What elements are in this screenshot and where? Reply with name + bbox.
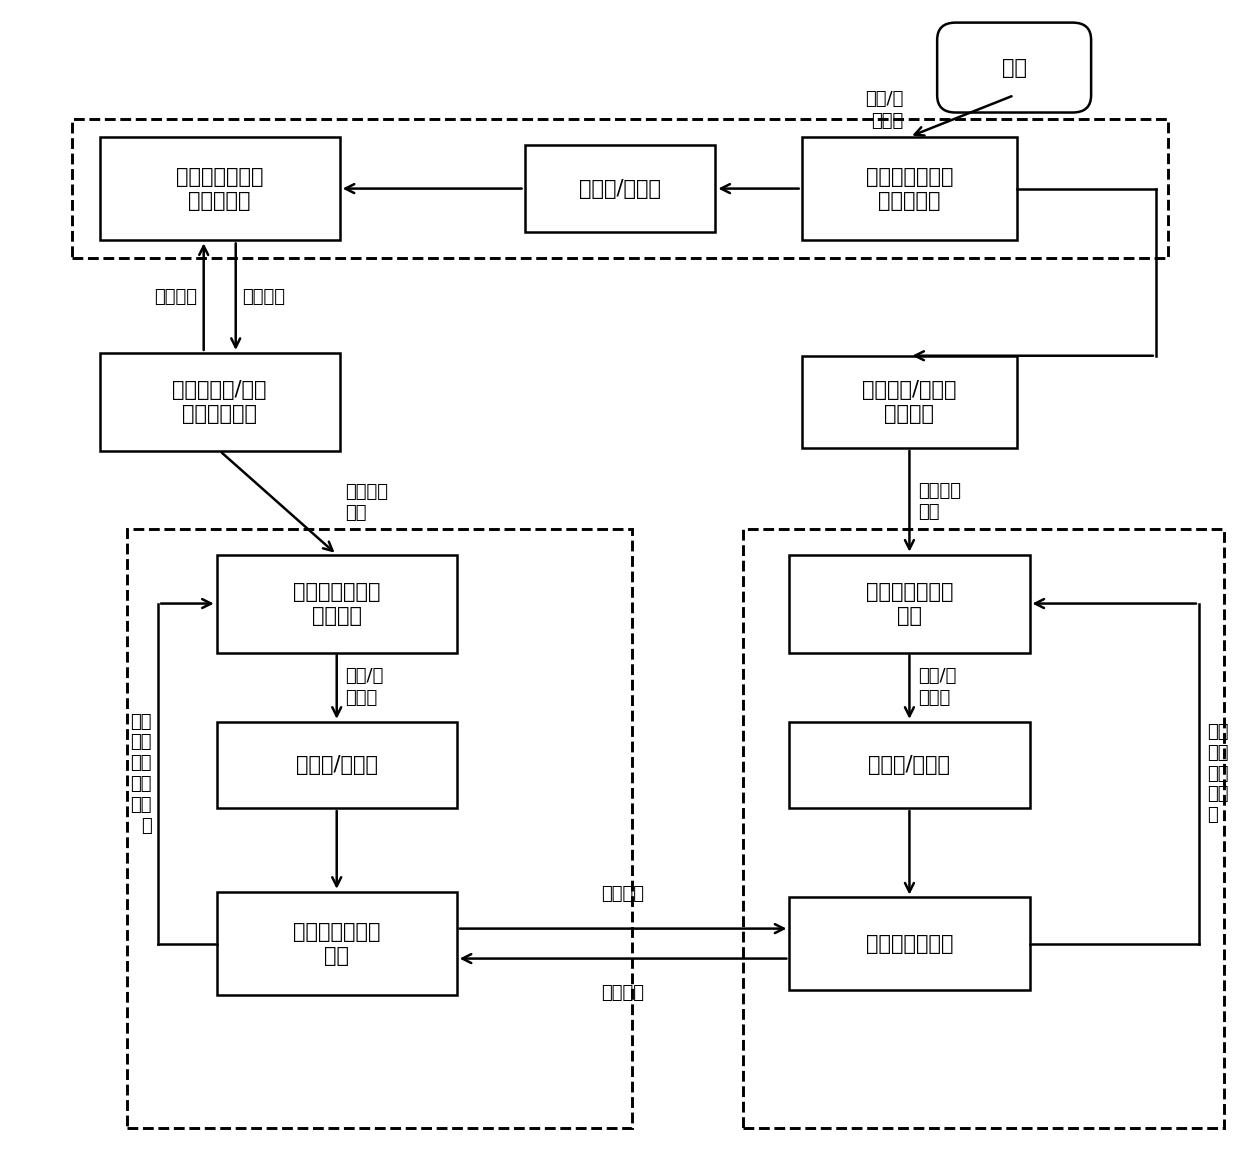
- Text: 通信层交互接口
功能: 通信层交互接口 功能: [866, 582, 954, 626]
- Text: 二次设备/通信层
交互接口: 二次设备/通信层 交互接口: [862, 380, 957, 424]
- FancyBboxPatch shape: [217, 555, 456, 652]
- FancyBboxPatch shape: [99, 353, 340, 450]
- Text: 电力信息物理系
统分析计算: 电力信息物理系 统分析计算: [176, 166, 263, 210]
- FancyBboxPatch shape: [217, 892, 456, 995]
- FancyBboxPatch shape: [802, 355, 1017, 448]
- Text: 电力信息物理系
统分析需求: 电力信息物理系 统分析需求: [866, 166, 954, 210]
- Text: 通信层分析计算: 通信层分析计算: [866, 933, 954, 953]
- Text: 服务需求: 服务需求: [242, 288, 285, 305]
- Text: 二次
设备
层分
析计
算结
果: 二次 设备 层分 析计 算结 果: [130, 713, 153, 835]
- Text: 服务响应: 服务响应: [601, 983, 645, 1002]
- FancyBboxPatch shape: [937, 22, 1091, 113]
- Text: 物理、信息/二次
设备交互接口: 物理、信息/二次 设备交互接口: [172, 380, 267, 424]
- Text: 通信
层分
析计
算结
果: 通信 层分 析计 算结 果: [1208, 723, 1229, 824]
- FancyBboxPatch shape: [802, 137, 1017, 240]
- FancyBboxPatch shape: [217, 722, 456, 808]
- Text: 算法/模
型选择: 算法/模 型选择: [918, 668, 956, 707]
- Text: 关联关系
映射: 关联关系 映射: [345, 483, 388, 522]
- Text: 关联关系
映射: 关联关系 映射: [918, 482, 961, 521]
- Text: 开始: 开始: [1002, 58, 1027, 78]
- Text: 二次设备层交互
接口功能: 二次设备层交互 接口功能: [293, 582, 381, 626]
- Text: 算法库/模型库: 算法库/模型库: [295, 755, 378, 774]
- Text: 服务响应: 服务响应: [155, 288, 197, 305]
- Text: 服务需求: 服务需求: [601, 885, 645, 903]
- FancyBboxPatch shape: [525, 145, 715, 232]
- FancyBboxPatch shape: [790, 897, 1029, 989]
- FancyBboxPatch shape: [790, 722, 1029, 808]
- Text: 算法库/模型库: 算法库/模型库: [868, 755, 950, 774]
- Text: 算法/模
型选择: 算法/模 型选择: [866, 91, 903, 130]
- Text: 二次设备层分析
计算: 二次设备层分析 计算: [293, 922, 381, 966]
- FancyBboxPatch shape: [790, 555, 1029, 652]
- FancyBboxPatch shape: [99, 137, 340, 240]
- Text: 算法库/模型库: 算法库/模型库: [579, 179, 661, 199]
- Text: 算法/模
型选择: 算法/模 型选择: [345, 668, 383, 707]
